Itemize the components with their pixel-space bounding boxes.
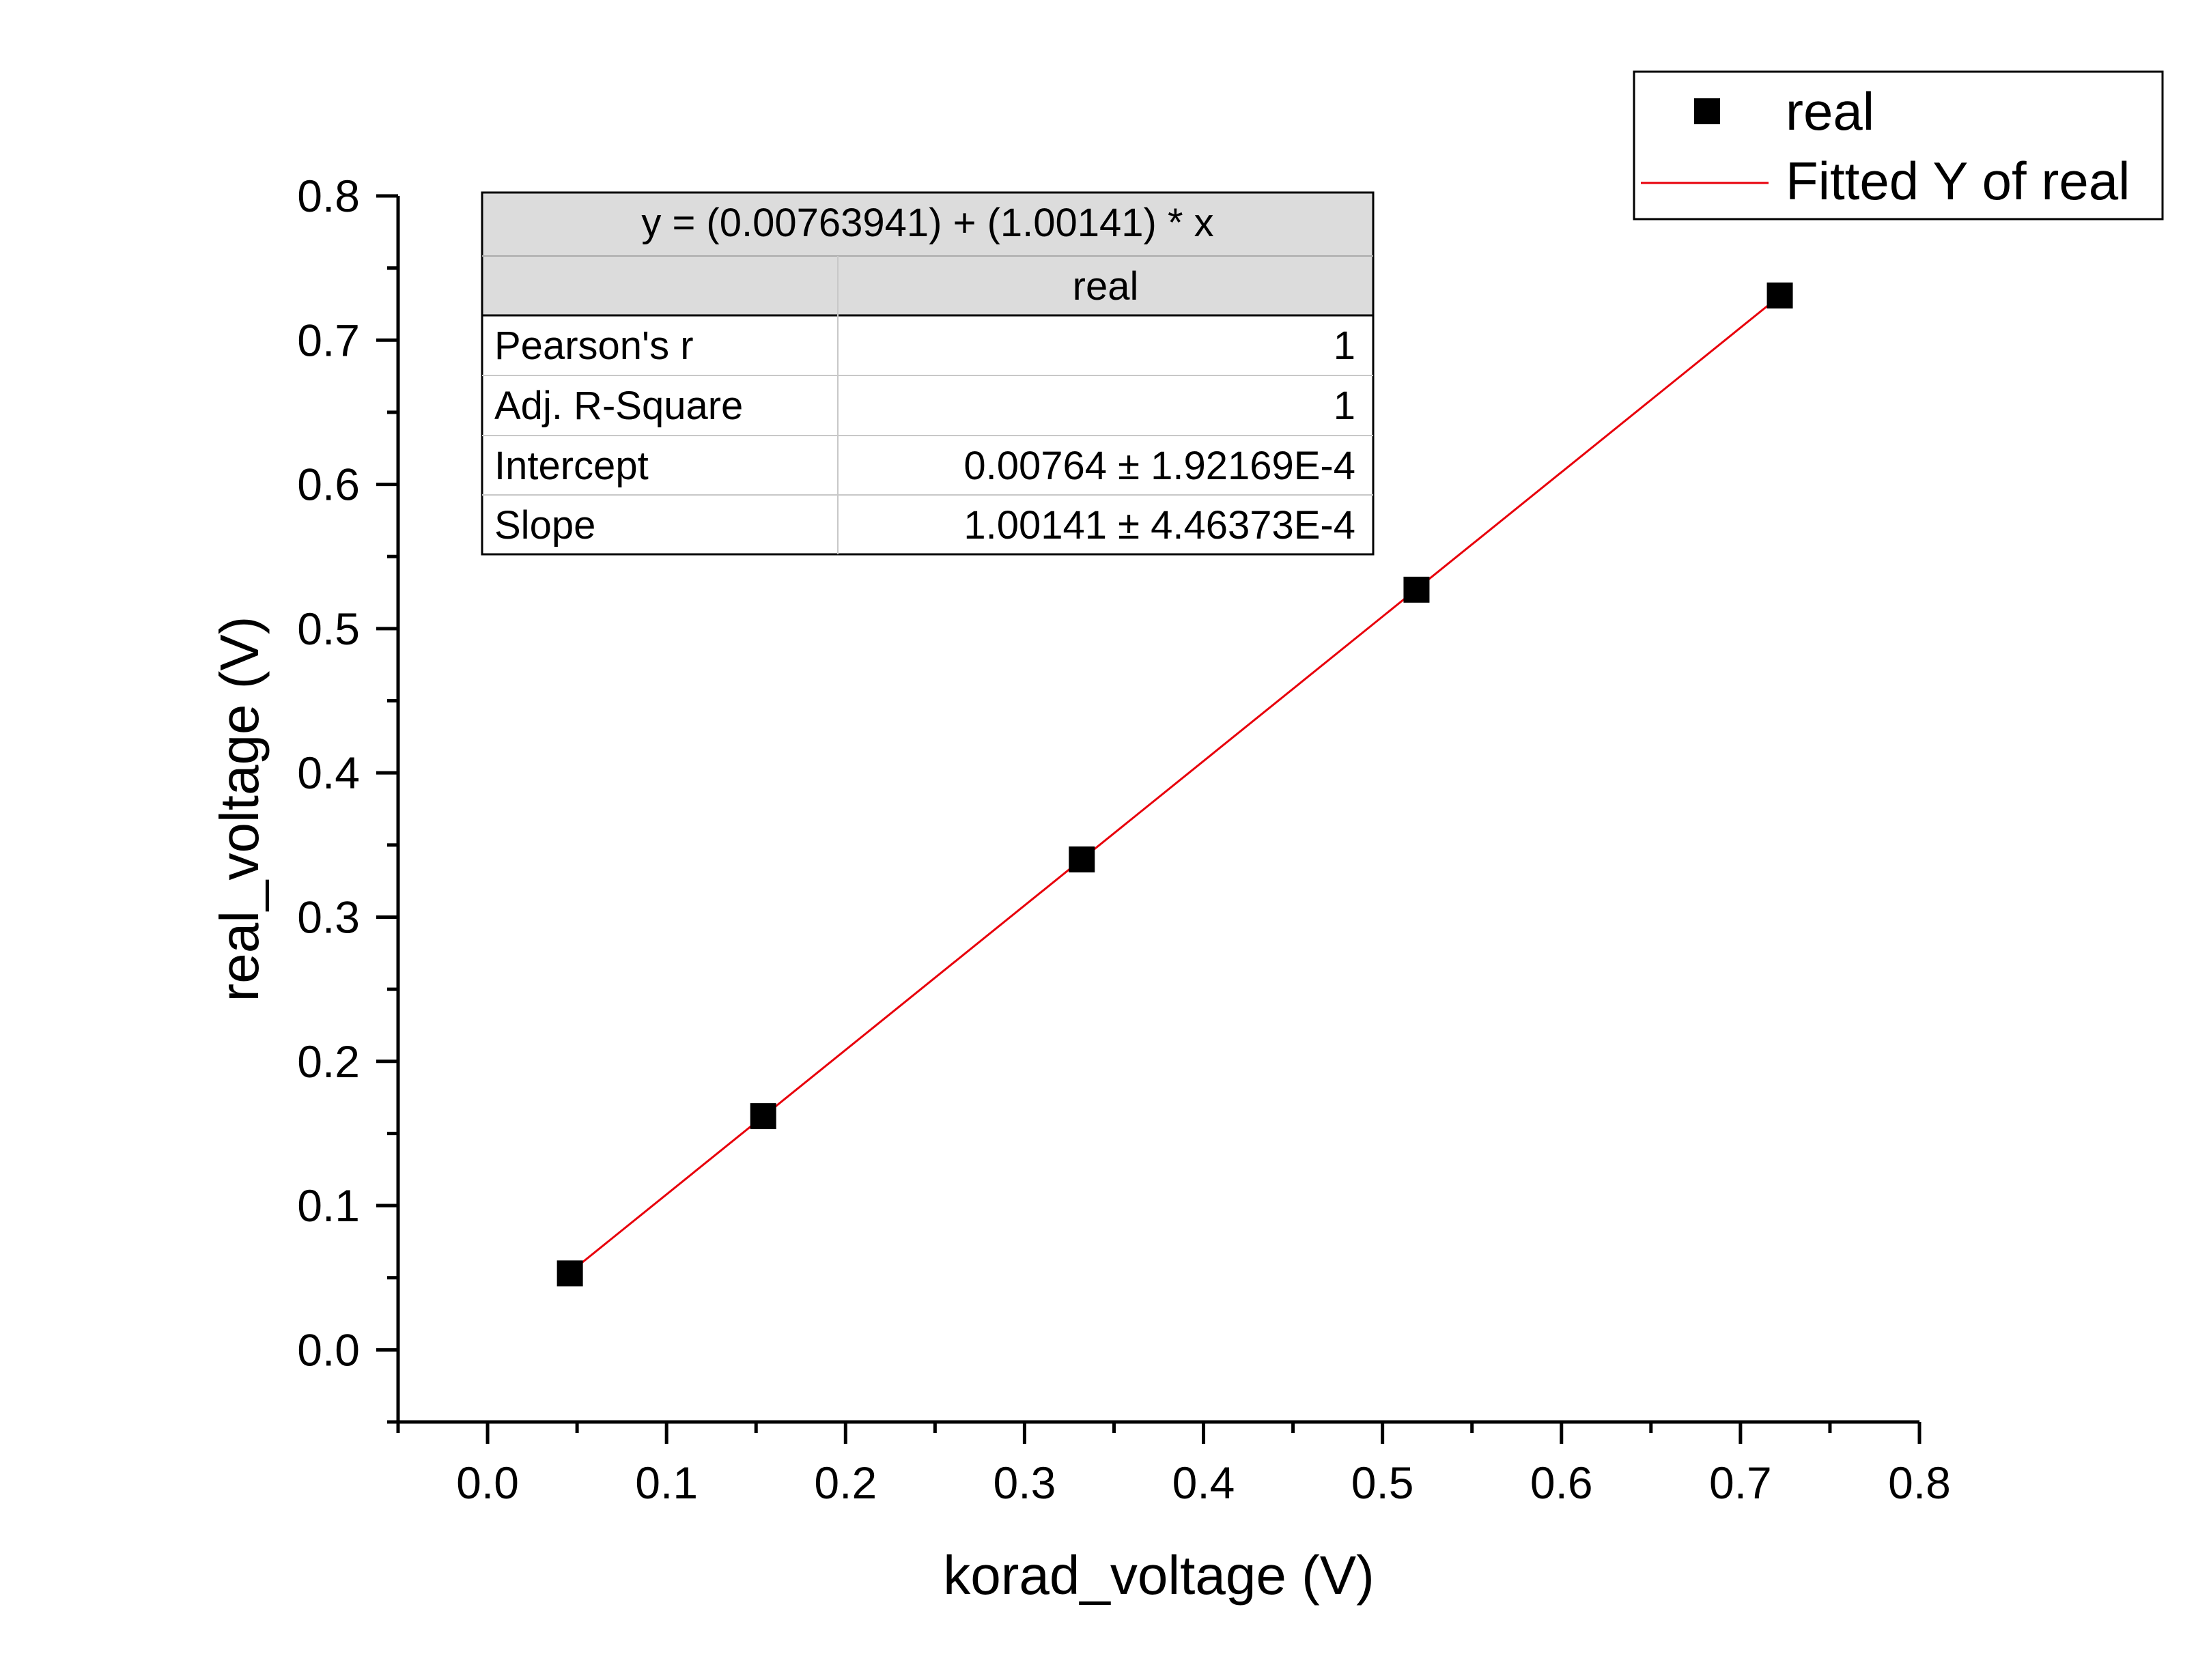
y-ticks: 0.0 0.1 0.2 0.3 0.4 0.5 0.6 0.7 0.8 <box>297 171 398 1424</box>
stats-table-border <box>481 191 1375 556</box>
stats-header-background <box>482 193 1373 256</box>
y-tick-label: 0.1 <box>297 1180 360 1231</box>
y-tick-label: 0.8 <box>297 171 360 221</box>
x-tick-label: 0.4 <box>1172 1457 1235 1508</box>
y-tick-label: 0.5 <box>297 603 360 654</box>
legend-marker-real <box>1694 98 1720 124</box>
data-point <box>1766 282 1793 309</box>
stats-row-label: Intercept <box>494 444 649 488</box>
stats-subheader-background <box>482 256 1373 315</box>
x-tick-label: 0.6 <box>1530 1457 1593 1508</box>
data-points <box>557 282 1793 1287</box>
x-tick-label: 0.5 <box>1351 1457 1414 1508</box>
legend: real Fitted Y of real <box>1633 70 2164 220</box>
data-point <box>1403 576 1430 603</box>
y-tick-label: 0.2 <box>297 1036 360 1087</box>
data-point <box>557 1260 583 1287</box>
stats-column-header: real <box>1073 264 1139 309</box>
x-tick-label: 0.7 <box>1709 1457 1772 1508</box>
data-point <box>750 1103 776 1130</box>
y-tick-label: 0.0 <box>297 1324 360 1375</box>
stats-row-value: 1 <box>1334 324 1355 368</box>
legend-label-real: real <box>1786 81 1874 141</box>
x-axis-title: korad_voltage (V) <box>943 1545 1374 1606</box>
fit-equation: y = (0.00763941) + (1.00141) * x <box>641 201 1213 245</box>
stats-row-value: 1.00141 ± 4.46373E-4 <box>963 503 1355 547</box>
stats-row-label: Adj. R-Square <box>494 384 743 428</box>
legend-box <box>1633 70 2164 220</box>
x-tick-label: 0.3 <box>994 1457 1056 1508</box>
y-tick-label: 0.4 <box>297 748 360 798</box>
x-ticks: 0.0 0.1 0.2 0.3 0.4 0.5 0.6 0.7 0.8 <box>396 1422 1951 1508</box>
stats-rows: Pearson's r 1 Adj. R-Square 1 Intercept 0.007… <box>494 324 1355 547</box>
stats-row-value: 1 <box>1334 384 1355 428</box>
data-point <box>1069 846 1095 872</box>
x-tick-label: 0.8 <box>1888 1457 1951 1508</box>
y-tick-label: 0.7 <box>297 315 360 365</box>
stats-row-value: 0.00764 ± 1.92169E-4 <box>963 444 1355 488</box>
axes: 0.0 0.1 0.2 0.3 0.4 0.5 0.6 0.7 0.8 0.0 0.1 0.2 0.3… <box>297 171 1951 1508</box>
fit-statistics-table: y = (0.00763941) + (1.00141) * x real Pe… <box>481 191 1375 556</box>
legend-label-fitted: Fitted Y of real <box>1786 151 2130 211</box>
stats-row-label: Pearson's r <box>494 324 694 368</box>
stats-row-label: Slope <box>494 503 595 547</box>
y-tick-label: 0.6 <box>297 459 360 510</box>
x-tick-label: 0.1 <box>635 1457 698 1508</box>
x-tick-label: 0.0 <box>456 1457 519 1508</box>
stats-table-gridlines <box>482 255 1373 554</box>
y-axis-title: real_voltage (V) <box>209 616 270 1002</box>
y-tick-label: 0.3 <box>297 892 360 942</box>
x-tick-label: 0.2 <box>814 1457 877 1508</box>
